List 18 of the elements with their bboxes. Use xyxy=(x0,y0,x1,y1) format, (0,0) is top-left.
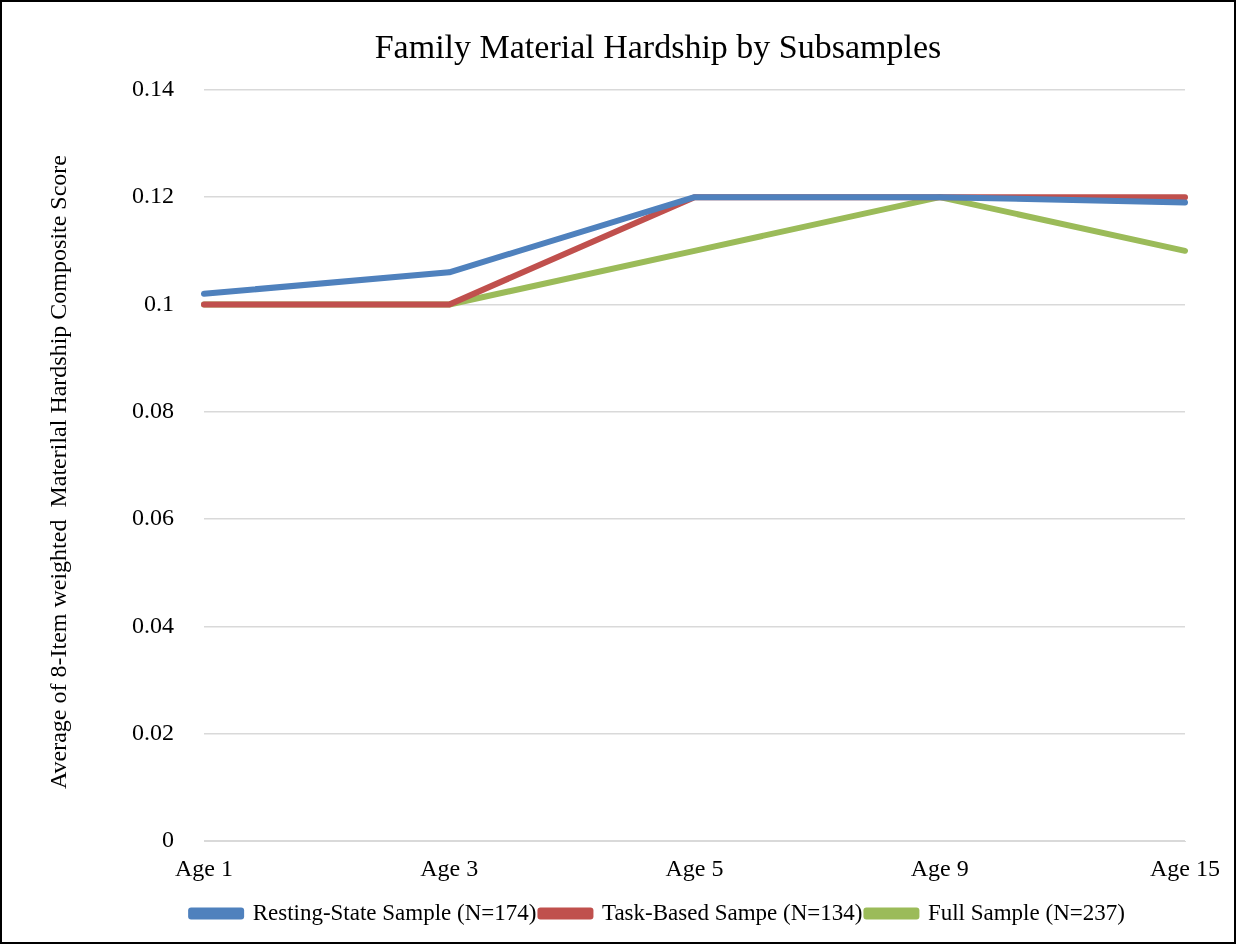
y-tick-label: 0 xyxy=(162,826,174,853)
y-tick-label: 0.14 xyxy=(132,75,174,102)
legend-label: Task-Based Sampe (N=134) xyxy=(601,899,863,925)
y-tick-label: 0.04 xyxy=(132,611,174,638)
y-tick-label: 0.12 xyxy=(132,182,174,209)
x-tick-label: Age 1 xyxy=(175,854,233,881)
y-tick-label: 0.06 xyxy=(132,504,174,531)
y-axis-title: Average of 8-Item weighted Materilal Hardship Composite Score xyxy=(44,154,72,791)
legend-label: Resting-State Sample (N=174) xyxy=(252,899,537,925)
legend-label: Full Sample (N=237) xyxy=(927,899,1125,925)
x-tick-label: Age 9 xyxy=(910,854,969,881)
x-tick-label: Age 5 xyxy=(665,854,724,881)
y-tick-label: 0.08 xyxy=(132,397,174,424)
x-tick-label: Age 3 xyxy=(420,854,479,881)
y-tick-label: 0.02 xyxy=(132,719,174,746)
chart-title: Family Material Hardship by Subsamples xyxy=(374,28,942,66)
x-tick-label: Age 15 xyxy=(1150,854,1220,881)
y-tick-label: 0.1 xyxy=(144,289,174,316)
